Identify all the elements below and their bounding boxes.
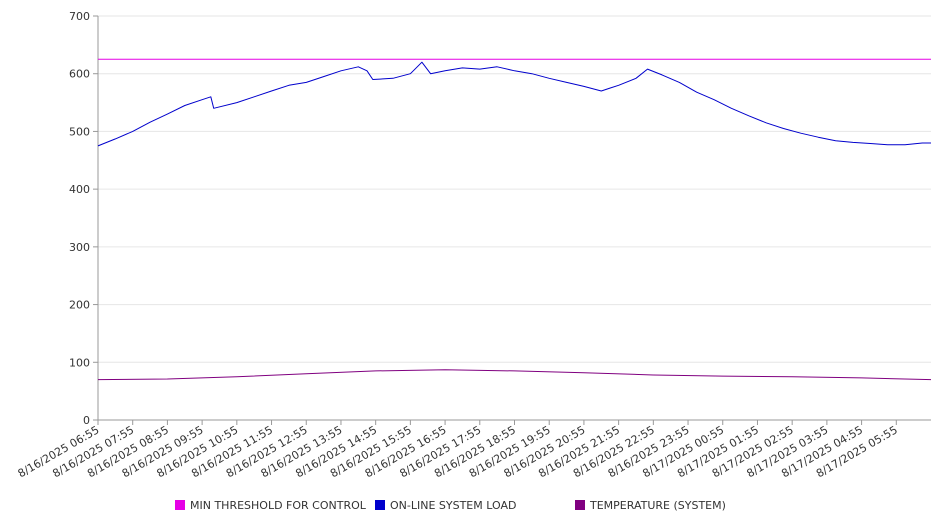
legend: MIN THRESHOLD FOR CONTROL ON-LINE SYSTEM … [175, 499, 726, 512]
legend-swatch [375, 500, 385, 510]
y-tick-label: 600 [69, 68, 90, 81]
y-tick-label: 100 [69, 356, 90, 369]
legend-label: MIN THRESHOLD FOR CONTROL [190, 499, 367, 512]
series-lines [97, 58, 932, 381]
legend-swatch [175, 500, 185, 510]
grid-lines [98, 15, 931, 421]
y-tick-label: 0 [83, 414, 90, 427]
y-tick-label: 200 [69, 299, 90, 312]
axes [97, 16, 931, 421]
y-tick-label: 500 [69, 125, 90, 138]
legend-label: TEMPERATURE (SYSTEM) [589, 499, 726, 512]
series-line-1 [97, 61, 931, 147]
series-line-2 [97, 369, 932, 381]
legend-label: ON-LINE SYSTEM LOAD [390, 499, 516, 512]
legend-swatch [575, 500, 585, 510]
y-axis-ticks: 0 100 200 300 400 500 600 700 [69, 10, 98, 427]
y-tick-label: 300 [69, 241, 90, 254]
y-tick-label: 400 [69, 183, 90, 196]
x-axis-ticks: 8/16/2025 06:558/16/2025 07:558/16/2025 … [16, 420, 900, 480]
y-tick-label: 700 [69, 10, 90, 23]
